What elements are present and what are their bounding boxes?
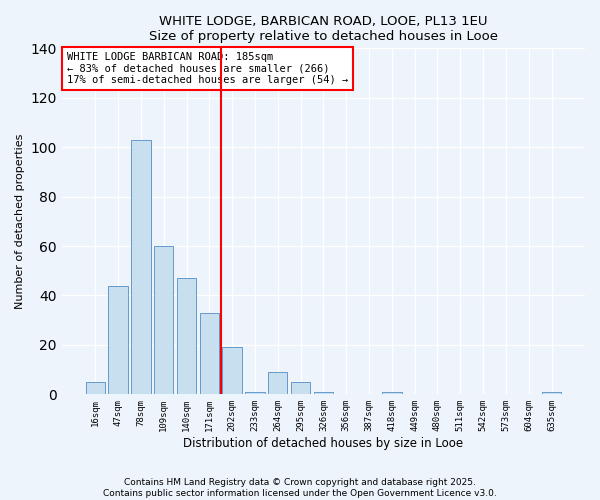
Bar [200,313,219,394]
Bar [268,372,287,394]
Bar [245,392,265,394]
Bar [109,286,128,395]
Bar [382,392,401,394]
Bar [86,382,105,394]
X-axis label: Distribution of detached houses by size in Looe: Distribution of detached houses by size … [184,437,463,450]
Bar [154,246,173,394]
Bar [542,392,561,394]
Bar [314,392,333,394]
Text: WHITE LODGE BARBICAN ROAD: 185sqm
← 83% of detached houses are smaller (266)
17%: WHITE LODGE BARBICAN ROAD: 185sqm ← 83% … [67,52,348,85]
Bar [223,348,242,395]
Bar [291,382,310,394]
Y-axis label: Number of detached properties: Number of detached properties [15,134,25,309]
Bar [177,278,196,394]
Bar [131,140,151,394]
Text: Contains HM Land Registry data © Crown copyright and database right 2025.
Contai: Contains HM Land Registry data © Crown c… [103,478,497,498]
Title: WHITE LODGE, BARBICAN ROAD, LOOE, PL13 1EU
Size of property relative to detached: WHITE LODGE, BARBICAN ROAD, LOOE, PL13 1… [149,15,498,43]
